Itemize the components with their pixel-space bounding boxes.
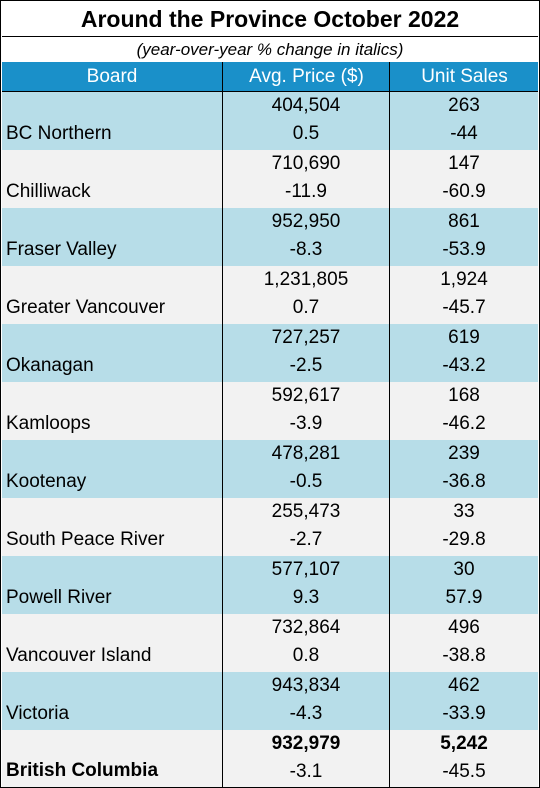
table-row: Kootenay 478,281 -0.5 239 -36.8 — [2, 440, 538, 498]
avg-price: 732,864 — [271, 617, 341, 638]
unit-sales: 147 — [448, 153, 480, 174]
unit-sales: 239 — [448, 443, 480, 464]
total-avg-price: 932,979 — [271, 733, 341, 754]
total-board-name: British Columbia — [6, 760, 159, 781]
avg-price-change: -3.9 — [289, 413, 323, 434]
avg-price: 577,107 — [271, 559, 341, 580]
unit-sales-change: -45.7 — [442, 297, 486, 318]
board-name: Victoria — [6, 703, 70, 724]
table-header: Board Avg. Price ($) Unit Sales — [2, 62, 538, 92]
unit-sales: 496 — [448, 617, 480, 638]
avg-price-change: 0.8 — [292, 645, 320, 666]
avg-price: 952,950 — [271, 211, 341, 232]
avg-price: 943,834 — [271, 675, 341, 696]
avg-price-change: -0.5 — [289, 471, 323, 492]
unit-sales-change: -29.8 — [442, 529, 486, 550]
total-unit-sales-change: -45.5 — [442, 761, 486, 782]
avg-price-change: 0.5 — [292, 123, 320, 144]
avg-price: 592,617 — [271, 385, 341, 406]
column-header-board: Board — [86, 65, 138, 87]
avg-price: 727,257 — [271, 327, 341, 348]
unit-sales-change: -53.9 — [442, 239, 486, 260]
board-name: Powell River — [6, 587, 112, 608]
unit-sales: 462 — [448, 675, 480, 696]
unit-sales-change: -33.9 — [442, 703, 486, 724]
table-row: Okanagan 727,257 -2.5 619 -43.2 — [2, 324, 538, 382]
board-name: South Peace River — [6, 529, 165, 550]
table-row: Greater Vancouver 1,231,805 0.7 1,924 -45.… — [2, 266, 538, 324]
unit-sales: 619 — [448, 327, 480, 348]
board-name: Fraser Valley — [6, 239, 117, 260]
column-header-avg-price: Avg. Price ($) — [222, 62, 390, 91]
total-row: British Columbia 932,979 -3.1 5,242 -45.5 — [2, 730, 538, 787]
board-name: Kamloops — [6, 413, 91, 434]
unit-sales-change: 57.9 — [445, 587, 483, 608]
avg-price: 404,504 — [271, 95, 341, 116]
avg-price-change: -4.3 — [289, 703, 323, 724]
unit-sales-change: -38.8 — [442, 645, 486, 666]
unit-sales-change: -46.2 — [442, 413, 486, 434]
table-row: Powell River 577,107 9.3 30 57.9 — [2, 556, 538, 614]
avg-price-change: -2.5 — [289, 355, 323, 376]
board-name: Kootenay — [6, 471, 87, 492]
unit-sales: 861 — [448, 211, 480, 232]
unit-sales: 30 — [453, 559, 475, 580]
board-name: BC Northern — [6, 123, 112, 144]
table-body: BC Northern 404,504 0.5 263 -44 Chilliwack… — [2, 92, 538, 787]
table-row: Kamloops 592,617 -3.9 168 -46.2 — [2, 382, 538, 440]
table-row: Chilliwack 710,690 -11.9 147 -60.9 — [2, 150, 538, 208]
table-row: Victoria 943,834 -4.3 462 -33.9 — [2, 672, 538, 730]
avg-price-change: -8.3 — [289, 239, 323, 260]
table-row: South Peace River 255,473 -2.7 33 -29.8 — [2, 498, 538, 556]
total-avg-price-change: -3.1 — [289, 761, 323, 782]
unit-sales-change: -36.8 — [442, 471, 486, 492]
avg-price: 1,231,805 — [263, 269, 349, 290]
avg-price: 255,473 — [271, 501, 341, 522]
board-name: Greater Vancouver — [6, 297, 166, 318]
unit-sales: 263 — [448, 95, 480, 116]
unit-sales-change: -43.2 — [442, 355, 486, 376]
table-title: Around the Province October 2022 — [2, 2, 538, 37]
table-row: Fraser Valley 952,950 -8.3 861 -53.9 — [2, 208, 538, 266]
avg-price-change: -2.7 — [289, 529, 323, 550]
unit-sales: 168 — [448, 385, 480, 406]
avg-price-change: 0.7 — [292, 297, 320, 318]
column-header-unit-sales: Unit Sales — [389, 62, 539, 91]
unit-sales-change: -60.9 — [442, 181, 486, 202]
board-name: Okanagan — [6, 355, 94, 376]
avg-price: 710,690 — [271, 153, 341, 174]
board-name: Chilliwack — [6, 181, 91, 202]
table-subtitle: (year-over-year % change in italics) — [136, 39, 404, 59]
table-row: BC Northern 404,504 0.5 263 -44 — [2, 92, 538, 150]
board-name: Vancouver Island — [6, 645, 152, 666]
unit-sales: 1,924 — [440, 269, 488, 290]
total-unit-sales: 5,242 — [440, 733, 488, 754]
avg-price-change: 9.3 — [292, 587, 320, 608]
avg-price-change: -11.9 — [285, 181, 327, 202]
table-row: Vancouver Island 732,864 0.8 496 -38.8 — [2, 614, 538, 672]
avg-price: 478,281 — [271, 443, 341, 464]
unit-sales-change: -44 — [450, 123, 478, 144]
unit-sales: 33 — [453, 501, 475, 522]
